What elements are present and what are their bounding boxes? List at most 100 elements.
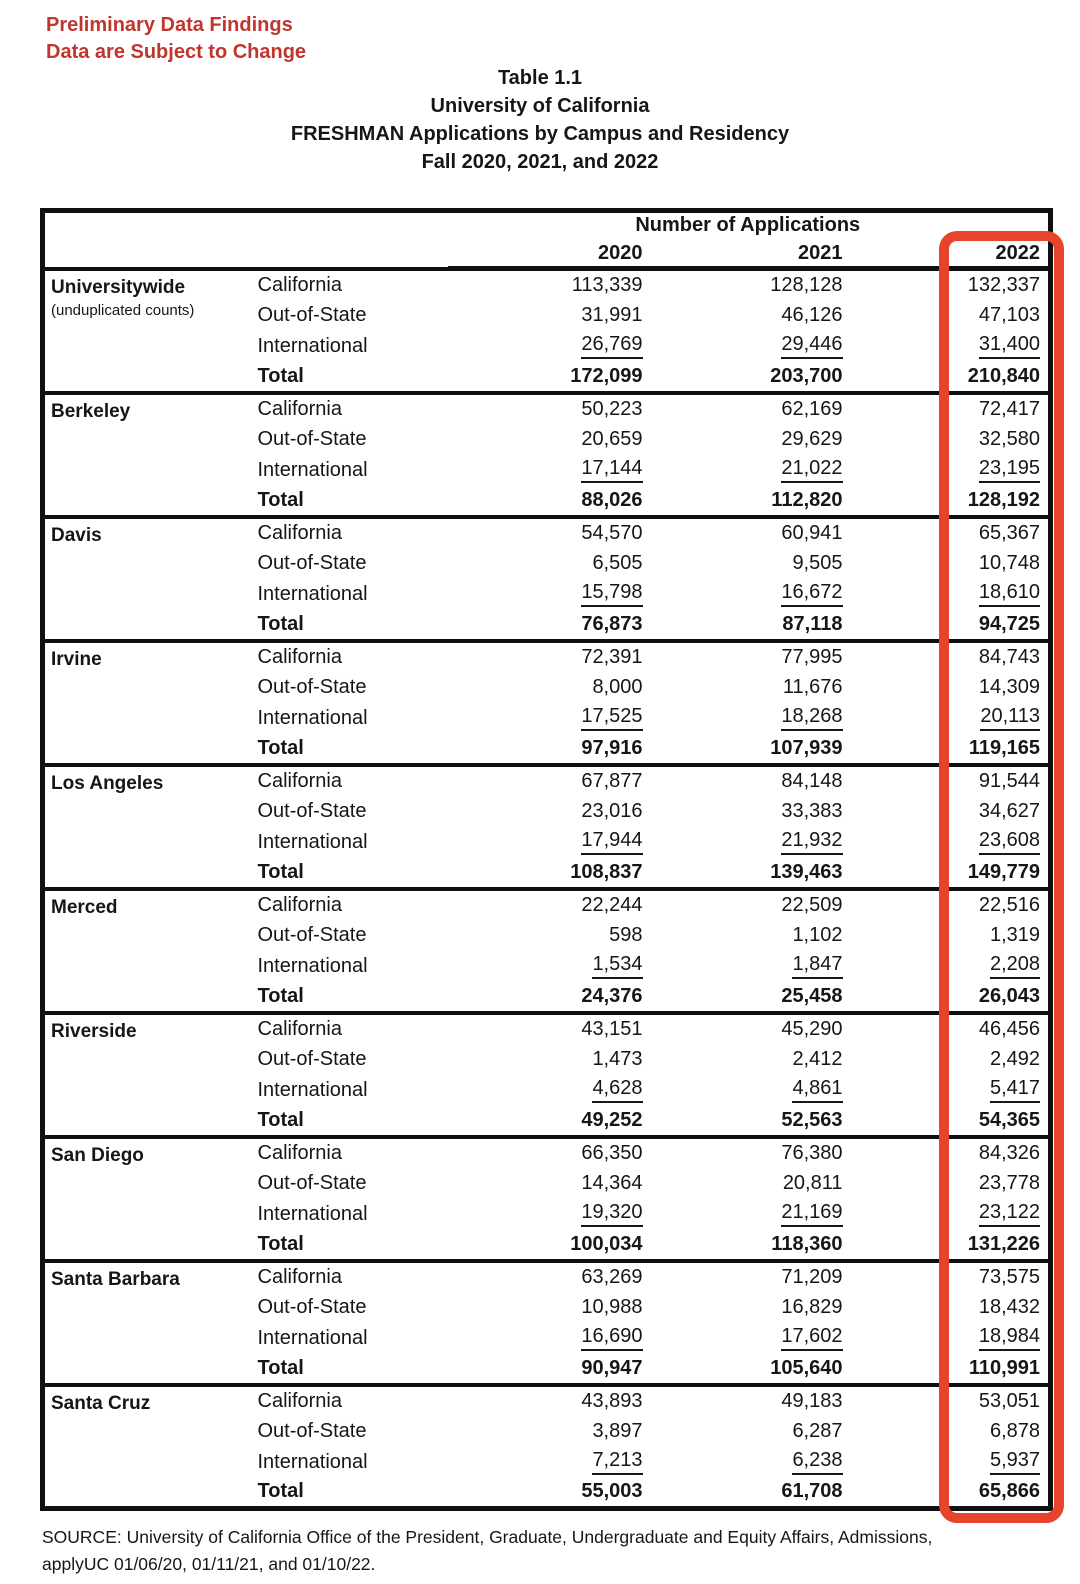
campus-cell: Santa Barbara [42,1258,248,1385]
value-cell-2020: 19,320 [448,1199,651,1230]
underlined-value: 18,610 [978,581,1041,607]
residency-label: California [247,886,448,920]
year-header-2022: 2022 [850,240,1051,271]
campus-name: Irvine [51,648,102,670]
value-cell-2021: 77,995 [650,638,851,672]
value-cell-2022: 5,937 [851,1447,1051,1478]
underlined-value: 17,144 [581,457,643,483]
value-cell-2020: 97,916 [581,736,643,759]
residency-label: Total [257,1232,304,1255]
residency-label: California [247,1134,448,1168]
residency-label: International [257,706,368,729]
table-row: Riverside California 43,151 45,290 46,456 [42,1010,1051,1137]
value-cell-2022: 72,417 [850,390,1051,424]
value-cell-2022: 210,840 [967,364,1041,387]
residency-label: International [257,458,368,481]
campus-name: Riverside [51,1020,137,1042]
table-title-block: Table 1.1 University of California FRESH… [0,64,1080,176]
value-cell-2022: 65,367 [850,514,1051,548]
value-cell-2020: 88,026 [581,488,643,511]
table-row: Out-of-State 31,991 46,126 47,103 [43,300,1051,331]
campus-name: Universitywide [51,276,186,298]
value-cell-2021: 61,708 [781,1480,843,1503]
residency-label: Out-of-State [257,923,367,946]
value-cell-2022: 132,337 [850,266,1051,300]
underlined-value: 5,417 [989,1077,1041,1103]
underlined-value: 16,672 [781,581,843,607]
residency-label: Out-of-State [257,551,367,574]
underlined-value: 23,195 [978,457,1041,483]
residency-label: California [247,1010,448,1044]
value-cell-2021: 52,563 [781,1108,843,1131]
value-cell-2021: 118,360 [771,1232,843,1255]
residency-label: Out-of-State [257,1295,367,1318]
residency-label: Out-of-State [257,427,367,450]
value-cell-2021: 105,640 [770,1356,843,1379]
value-cell-2021: 29,446 [651,331,851,362]
underlined-value: 18,984 [978,1325,1041,1351]
value-cell-2020: 15,798 [448,579,651,610]
value-cell-2020: 8,000 [592,675,643,698]
campus-name: Santa Cruz [51,1392,151,1414]
value-cell-2020: 23,016 [581,799,643,822]
value-cell-2021: 33,383 [781,799,843,822]
value-cell-2021: 87,118 [782,612,843,635]
header-row-years: 2020 2021 2022 [43,240,1051,271]
residency-label: International [257,830,368,853]
value-cell-2022: 32,580 [978,427,1041,450]
table-row: Out-of-State 3,897 6,287 6,878 [43,1416,1051,1447]
residency-label: International [257,954,368,977]
value-cell-2021: 60,941 [650,514,851,548]
value-cell-2021: 4,861 [651,1075,851,1106]
value-cell-2020: 31,991 [581,303,643,326]
table-row: International 4,628 4,861 5,417 [43,1075,1051,1106]
value-cell-2020: 14,364 [581,1171,643,1194]
value-cell-2020: 17,525 [448,703,651,734]
campus-name: Berkeley [51,400,131,422]
source-note: SOURCE: University of California Office … [42,1524,1042,1578]
campus-cell: Universitywide (unduplicated counts) [42,266,248,393]
title-terms: Fall 2020, 2021, and 2022 [421,151,659,173]
underlined-value: 1,847 [792,953,843,979]
value-cell-2022: 20,113 [851,703,1051,734]
value-cell-2020: 3,897 [592,1419,643,1442]
value-cell-2020: 50,223 [447,390,651,424]
value-cell-2022: 84,326 [850,1134,1051,1168]
table-row: Irvine California 72,391 77,995 84,743 [42,638,1051,765]
value-cell-2020: 76,873 [581,612,643,635]
value-cell-2020: 17,144 [448,455,651,486]
value-cell-2021: 9,505 [792,551,843,574]
source-line-1: SOURCE: University of California Office … [42,1527,933,1547]
value-cell-2020: 100,034 [570,1232,643,1255]
table-row: San Diego California 66,350 76,380 84,326 [42,1134,1051,1261]
residency-label: Out-of-State [257,1047,367,1070]
value-cell-2021: 21,932 [651,827,851,858]
value-cell-2022: 65,866 [978,1480,1041,1503]
title-subject: FRESHMAN Applications by Campus and Resi… [290,123,790,145]
value-cell-2021: 139,463 [770,860,843,883]
table-row: Total 100,034 118,360 131,226 [43,1230,1051,1261]
residency-label: Total [257,984,304,1007]
value-cell-2021: 11,676 [782,675,843,698]
value-cell-2021: 6,238 [651,1447,851,1478]
table-row: Santa Barbara California 63,269 71,209 73,57… [42,1258,1051,1385]
underlined-value: 21,022 [781,457,843,483]
value-cell-2021: 45,290 [650,1010,851,1044]
value-cell-2020: 598 [609,923,643,946]
value-cell-2022: 14,309 [978,675,1041,698]
residency-label: Total [257,1480,304,1503]
underlined-value: 19,320 [581,1201,643,1227]
value-cell-2020: 108,837 [570,860,643,883]
value-cell-2020: 67,877 [447,762,651,796]
table-row: Santa Cruz California 43,893 49,183 53,051 [42,1382,1051,1509]
table-row: International 17,944 21,932 23,608 [43,827,1051,858]
underlined-value: 15,798 [581,581,643,607]
table-row: International 17,144 21,022 23,195 [43,455,1051,486]
table-row: Total 76,873 87,118 94,725 [43,610,1051,641]
value-cell-2020: 16,690 [448,1323,651,1354]
table-row: Total 97,916 107,939 119,165 [43,734,1051,765]
value-cell-2021: 20,811 [782,1171,843,1194]
value-cell-2021: 71,209 [650,1258,851,1292]
campus-cell: Santa Cruz [42,1382,248,1509]
residency-label: California [247,390,448,424]
